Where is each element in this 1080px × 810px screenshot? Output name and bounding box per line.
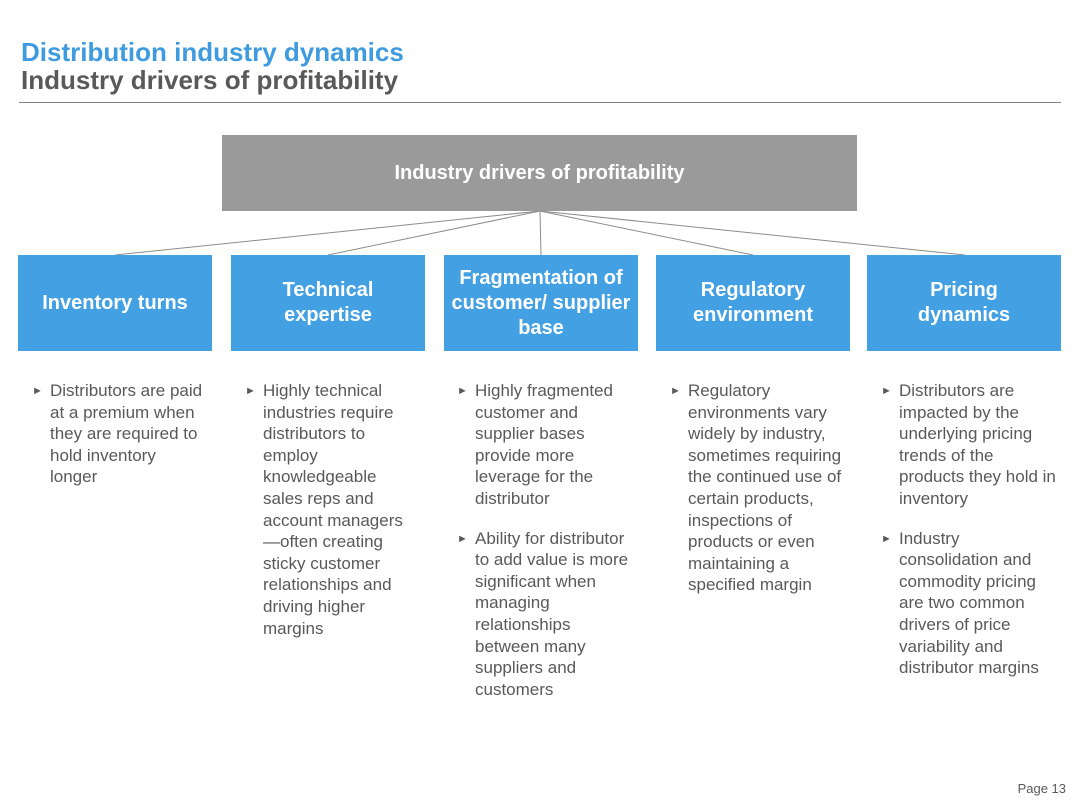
bullet-item: ► Industry consolidation and commodity p… <box>881 528 1057 679</box>
bullet-item: ► Ability for distributor to add value i… <box>457 528 629 701</box>
driver-label: Regulatory environment <box>692 279 814 326</box>
connector-line-3 <box>539 210 542 256</box>
driver-box-pricing-dynamics: Pricing dynamics <box>867 255 1061 351</box>
bullet-text: Highly technical industries require dist… <box>263 381 403 638</box>
bullet-item: ► Distributors are paid at a premium whe… <box>32 380 204 488</box>
bullet-text: Distributors are paid at a premium when … <box>50 381 203 487</box>
bullet-list-fragmentation: ► Highly fragmented customer and supplie… <box>457 380 629 718</box>
connector-line-1 <box>114 210 541 256</box>
bullet-item: ► Regulatory environments vary widely by… <box>670 380 846 596</box>
triangle-right-icon: ► <box>670 385 681 397</box>
triangle-right-icon: ► <box>881 532 892 545</box>
driver-label: Fragmentation of customer/ supplier base <box>451 266 631 339</box>
driver-label: Inventory turns <box>42 291 188 314</box>
bullet-text: Highly fragmented customer and supplier … <box>475 381 613 508</box>
bullet-text: Industry consolidation and commodity pri… <box>899 528 1039 678</box>
driver-label: Technical expertise <box>282 279 374 326</box>
bullet-item: ► Distributors are impacted by the under… <box>881 380 1057 510</box>
driver-box-inventory-turns: Inventory turns <box>18 255 212 351</box>
connector-line-5 <box>539 210 966 256</box>
driver-label: Pricing dynamics <box>917 279 1011 326</box>
bullet-list-pricing-dynamics: ► Distributors are impacted by the under… <box>881 380 1057 697</box>
page-number: Page 13 <box>1017 781 1066 796</box>
bullet-list-regulatory-environment: ► Regulatory environments vary widely by… <box>670 380 846 614</box>
driver-box-regulatory-environment: Regulatory environment <box>656 255 850 351</box>
driver-box-fragmentation: Fragmentation of customer/ supplier base <box>444 255 638 351</box>
bullet-text: Ability for distributor to add value is … <box>475 528 629 699</box>
connector-line-2 <box>327 210 541 256</box>
root-node: Industry drivers of profitability <box>222 135 857 211</box>
triangle-right-icon: ► <box>32 385 43 397</box>
triangle-right-icon: ► <box>881 385 892 397</box>
page-subtitle: Industry drivers of profitability <box>21 65 399 95</box>
triangle-right-icon: ► <box>245 385 256 397</box>
driver-box-technical-expertise: Technical expertise <box>231 255 425 351</box>
triangle-right-icon: ► <box>457 532 468 545</box>
root-node-label: Industry drivers of profitability <box>394 161 685 184</box>
bullet-item: ► Highly fragmented customer and supplie… <box>457 380 629 510</box>
bullet-list-technical-expertise: ► Highly technical industries require di… <box>245 380 417 657</box>
bullet-text: Regulatory environments vary widely by i… <box>688 381 842 595</box>
bullet-text: Distributors are impacted by the underly… <box>899 381 1056 508</box>
bullet-list-inventory-turns: ► Distributors are paid at a premium whe… <box>32 380 204 506</box>
title-divider <box>19 102 1061 103</box>
triangle-right-icon: ► <box>457 385 468 397</box>
bullet-item: ► Highly technical industries require di… <box>245 380 417 639</box>
connector-line-4 <box>539 210 754 256</box>
page-title: Distribution industry dynamics <box>21 37 404 67</box>
